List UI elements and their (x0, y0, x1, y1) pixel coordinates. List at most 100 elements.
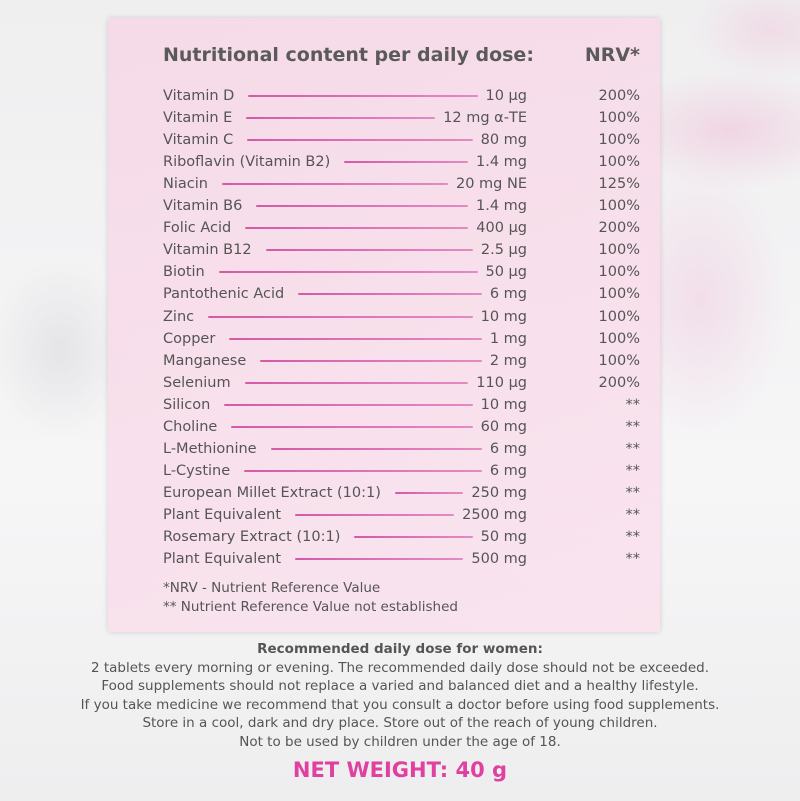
nutrient-nrv: 100% (598, 352, 640, 369)
info-line: Food supplements should not replace a va… (101, 678, 699, 695)
nutrient-nrv: 100% (598, 242, 640, 259)
leader-line (247, 139, 473, 142)
nutrient-nrv: 100% (598, 286, 640, 303)
nutrient-name: L-Methionine (163, 440, 257, 457)
info-title: Recommended daily dose for women: (257, 641, 543, 657)
nutrient-row: L-Cystine 6 mg ** (163, 463, 640, 483)
nutrient-name: Vitamin D (163, 88, 235, 104)
nutrient-amount: 6 mg (489, 462, 527, 479)
nutrient-nrv: 200% (598, 88, 640, 104)
nutrient-row: Vitamin B12 2.5 µg 100% (163, 242, 640, 262)
nutrient-cell: Plant Equivalent 2500 mg (163, 507, 527, 523)
nutrient-name: Pantothenic Acid (163, 286, 285, 303)
nutrient-nrv: 100% (598, 330, 640, 347)
nutrient-cell: Vitamin B12 2.5 µg (163, 242, 527, 258)
nutrient-name: European Millet Extract (10:1) (163, 484, 381, 501)
info-lines: 2 tablets every morning or evening. The … (0, 659, 800, 752)
nutrient-cell: Vitamin D 10 µg (163, 88, 527, 104)
nutrient-cell: L-Cystine 6 mg (163, 463, 527, 479)
nutrient-name: Manganese (163, 352, 247, 369)
nutrient-row: Vitamin E 12 mg α-TE 100% (163, 110, 640, 130)
leader-line (295, 513, 455, 516)
nutrient-amount: 2500 mg (462, 506, 527, 523)
leader-line (221, 183, 448, 186)
nutrient-cell: European Millet Extract (10:1) 250 mg (163, 485, 527, 501)
nutrient-row: Vitamin C 80 mg 100% (163, 132, 640, 152)
leader-line (295, 558, 464, 561)
nutrient-name: Vitamin B6 (163, 198, 243, 215)
nutrient-nrv: 100% (598, 132, 640, 149)
nutrient-nrv: 100% (598, 198, 640, 215)
info-line: Not to be used by children under the age… (239, 733, 561, 750)
leader-line (245, 227, 469, 230)
nutrient-name: Selenium (163, 374, 231, 391)
nutrient-nrv: ** (625, 484, 641, 501)
leader-line (244, 381, 469, 384)
nutrient-name: Choline (163, 418, 218, 435)
nutrient-amount: 10 mg (480, 396, 527, 413)
nutrient-row: Choline 60 mg ** (163, 419, 640, 439)
nutrient-amount: 110 µg (476, 374, 527, 391)
nutrient-name: Vitamin C (163, 132, 234, 149)
nutrient-row: Pantothenic Acid 6 mg 100% (163, 286, 640, 306)
leader-line (354, 536, 473, 538)
leader-line (270, 447, 482, 450)
nutrient-cell: Folic Acid 400 µg (163, 220, 527, 236)
nutrient-row: Zinc 10 mg 100% (163, 309, 640, 329)
nutrient-cell: Copper 1 mg (163, 331, 527, 347)
leader-line (344, 161, 468, 164)
nutrient-row: Biotin 50 µg 100% (163, 264, 640, 284)
leader-line (265, 249, 473, 252)
nutrient-row: Plant Equivalent 2500 mg ** (163, 507, 640, 527)
nutrient-cell: Rosemary Extract (10:1) 50 mg (163, 529, 527, 545)
nutrient-cell: Zinc 10 mg (163, 309, 527, 325)
nutrient-row: Niacin 20 mg NE 125% (163, 176, 640, 196)
leader-line (260, 359, 482, 362)
nutrient-amount: 1.4 mg (476, 198, 527, 215)
nutrient-name: Silicon (163, 396, 211, 413)
leader-line (229, 337, 482, 340)
nutrient-cell: Niacin 20 mg NE (163, 176, 527, 192)
nutrient-name: Niacin (163, 176, 208, 193)
nutrient-cell: Silicon 10 mg (163, 397, 527, 413)
nutrient-amount: 10 µg (485, 88, 528, 104)
nutrient-amount: 6 mg (489, 286, 527, 303)
nutrient-name: Zinc (163, 308, 195, 325)
nutrient-row: Vitamin B6 1.4 mg 100% (163, 198, 640, 218)
nutrient-row: Manganese 2 mg 100% (163, 353, 640, 373)
nutrient-row: Folic Acid 400 µg 200% (163, 220, 640, 240)
nutrient-nrv: 100% (598, 308, 640, 325)
leader-line (244, 469, 482, 472)
nutrient-name: Plant Equivalent (163, 551, 282, 568)
nutrient-amount: 1 mg (489, 330, 527, 347)
nutrient-row: Copper 1 mg 100% (163, 331, 640, 351)
nutrient-nrv: 200% (598, 374, 640, 391)
nutrient-name: Vitamin B12 (163, 242, 252, 259)
nutrient-nrv: 100% (598, 110, 640, 127)
nutrient-cell: Biotin 50 µg (163, 264, 527, 280)
nutrient-name: Vitamin E (163, 110, 233, 127)
nutrient-nrv: ** (625, 462, 641, 479)
leader-line (246, 117, 436, 120)
nutrient-nrv: ** (625, 418, 641, 435)
info-line: Store in a cool, dark and dry place. Sto… (142, 715, 658, 732)
nutrient-row: Selenium 110 µg 200% (163, 375, 640, 395)
nutrient-amount: 10 mg (480, 308, 527, 325)
leader-line (298, 293, 482, 296)
nutrient-name: Folic Acid (163, 220, 232, 237)
leader-line (394, 491, 464, 494)
nrv-header: NRV* (584, 44, 640, 66)
nutrient-amount: 20 mg NE (455, 176, 527, 193)
nutrient-nrv: ** (625, 506, 641, 523)
nutrient-amount: 50 mg (480, 529, 527, 545)
nutrient-row: Plant Equivalent 500 mg ** (163, 551, 640, 571)
info: Recommended daily dose for women: 2 tabl… (0, 640, 800, 752)
nutrient-cell: Plant Equivalent 500 mg (163, 551, 527, 567)
nutrient-amount: 60 mg (480, 418, 527, 435)
nutrient-amount: 80 mg (480, 132, 527, 149)
nutrient-row: European Millet Extract (10:1) 250 mg ** (163, 485, 640, 505)
leader-line (224, 403, 473, 406)
nutrient-name: Rosemary Extract (10:1) (163, 529, 341, 545)
